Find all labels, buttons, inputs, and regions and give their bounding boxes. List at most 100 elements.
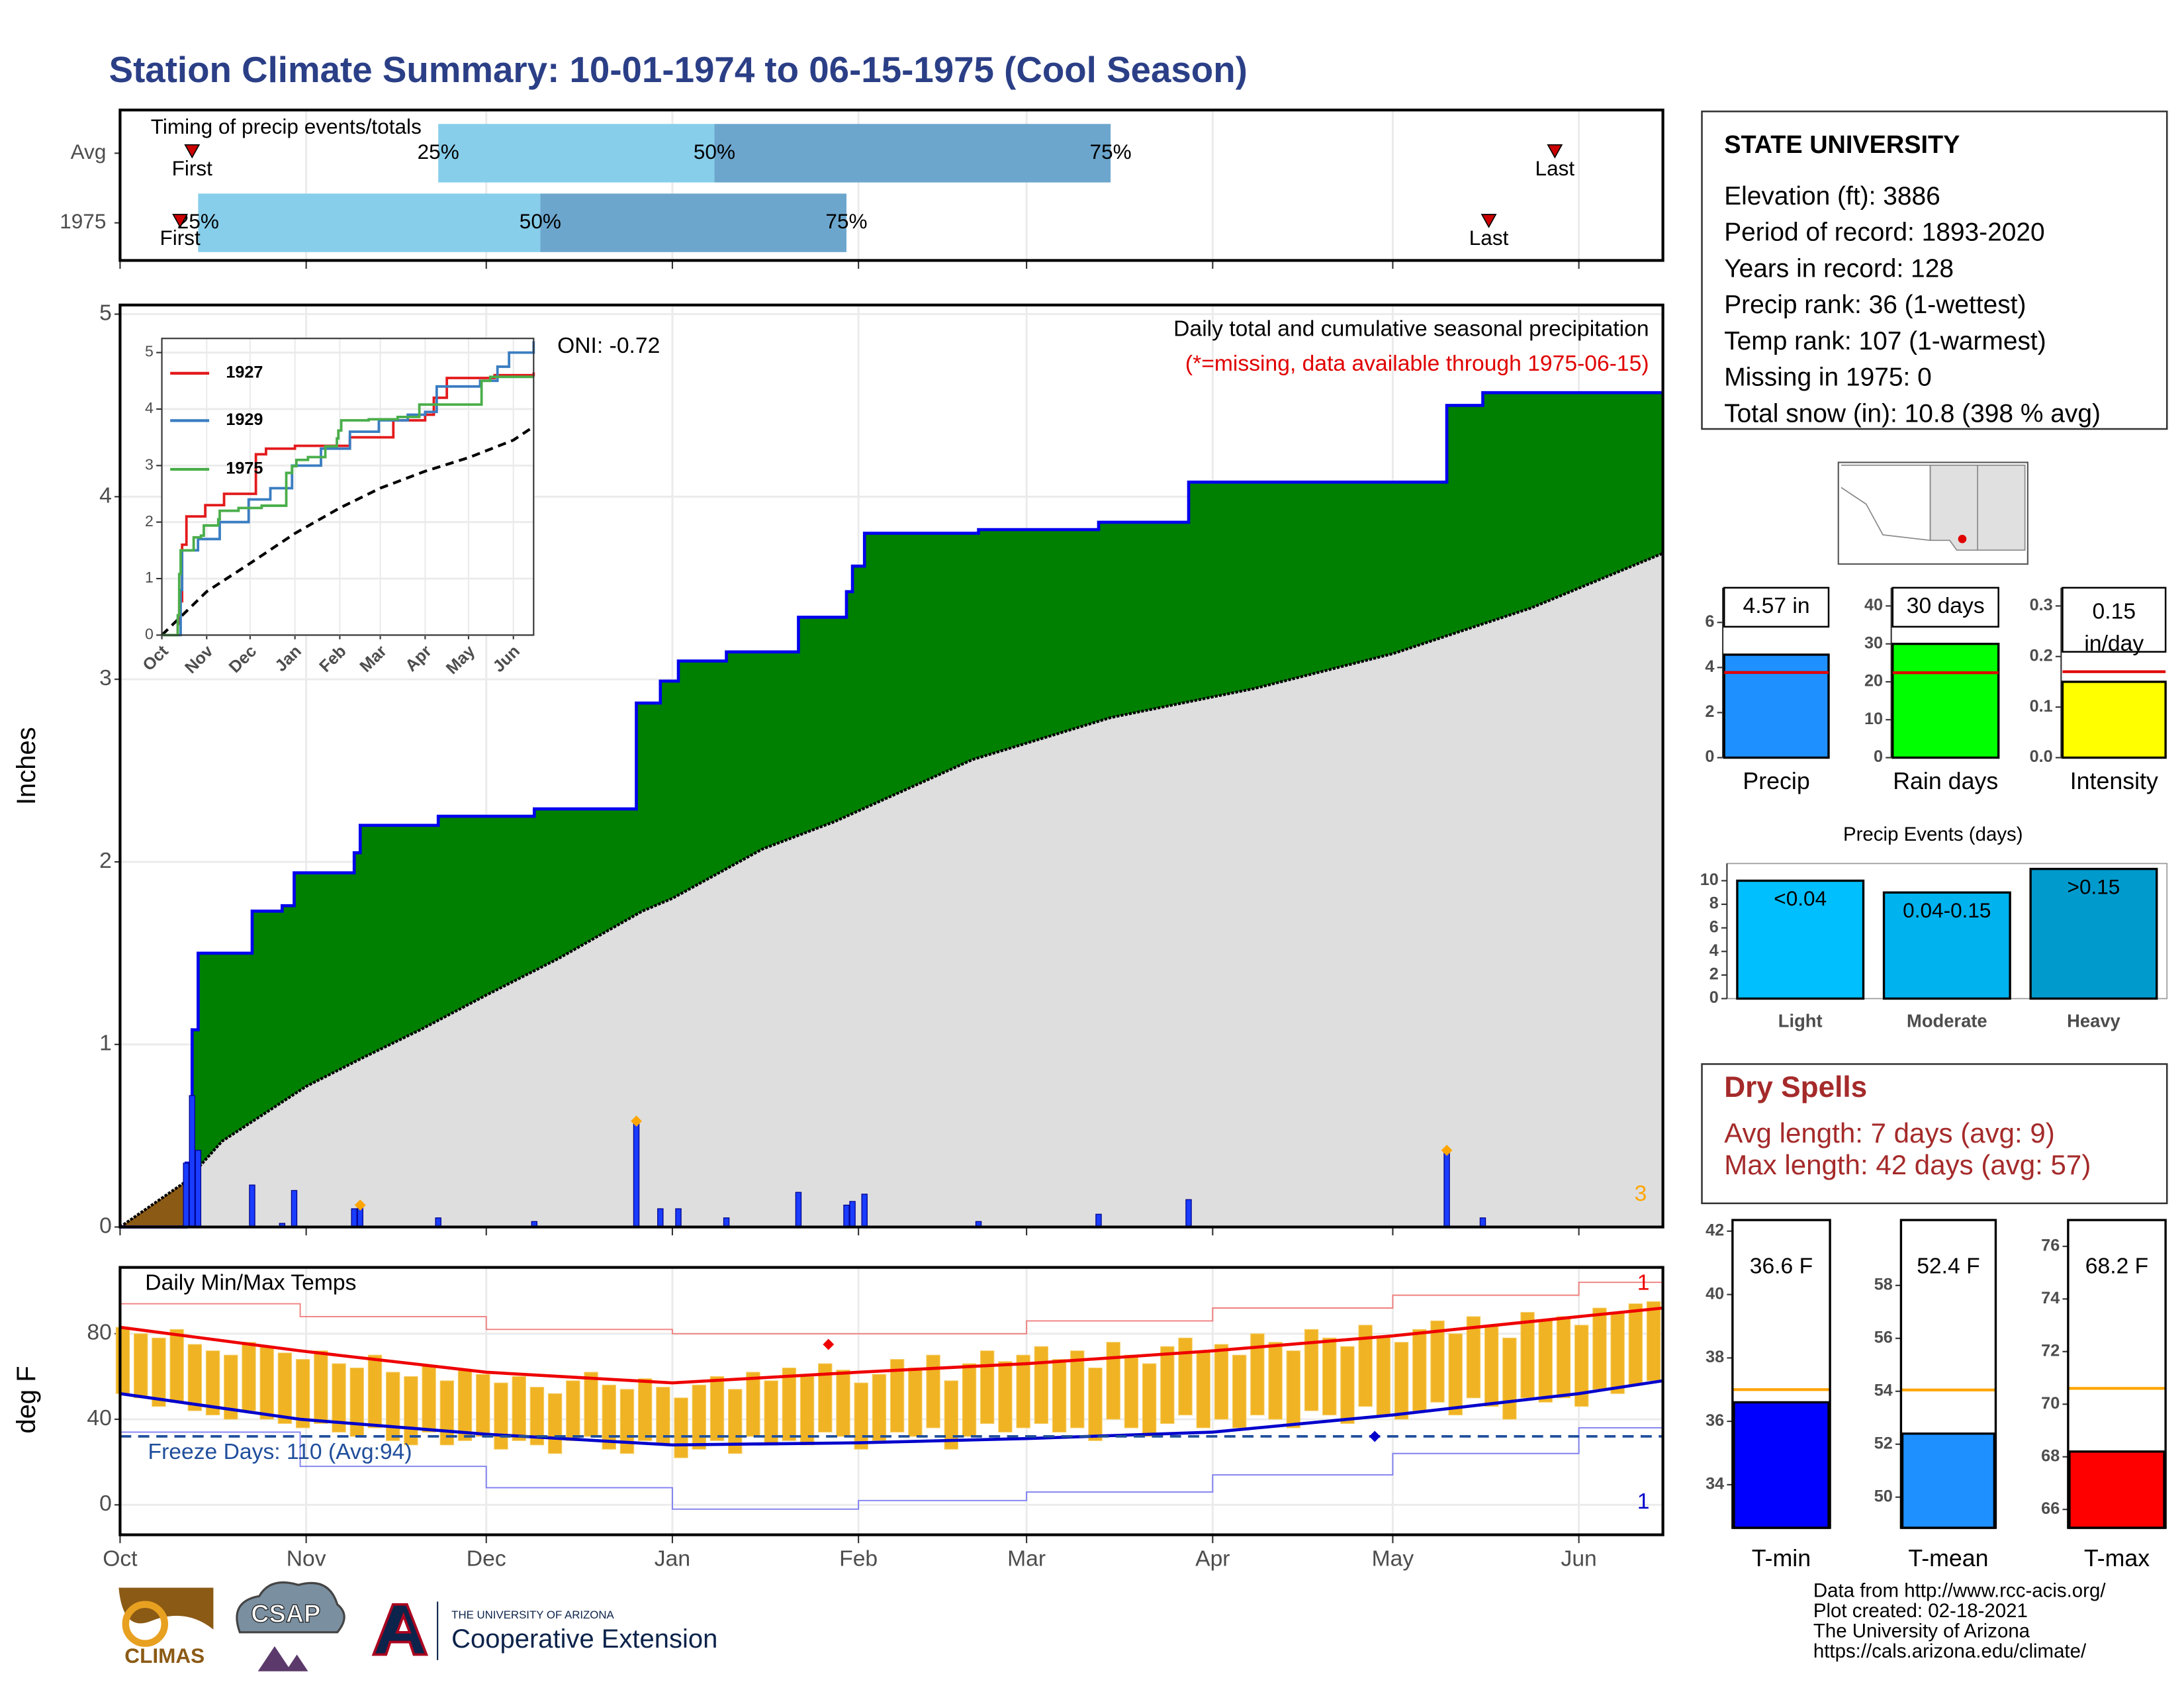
timing-label: First xyxy=(172,156,213,180)
temp-range-bar xyxy=(259,1346,274,1420)
y-tick-label: 38 xyxy=(1706,1348,1724,1366)
temp-range-bar xyxy=(1394,1342,1409,1420)
bar xyxy=(2029,867,2158,1000)
temp-range-bar xyxy=(133,1333,148,1399)
station-line: Years in record: 128 xyxy=(1724,254,1954,283)
temp-range-bar xyxy=(1484,1325,1499,1407)
timing-marker xyxy=(1547,144,1563,159)
daily-bar xyxy=(189,1095,195,1228)
y-tick-label: 0.0 xyxy=(2030,747,2053,766)
category-label: T-min xyxy=(1752,1545,1811,1571)
legend-label: 1927 xyxy=(226,363,263,382)
y-tick-label: 2 xyxy=(1709,965,1719,984)
x-tick-label: Dec xyxy=(467,1546,506,1571)
timing-label: 25% xyxy=(177,209,219,233)
temp-range-bar xyxy=(512,1376,526,1441)
bar-label: 0.04-0.15 xyxy=(1903,898,1991,922)
station-line: Period of record: 1893-2020 xyxy=(1724,218,2045,247)
timing-band xyxy=(198,193,541,252)
normal-line xyxy=(119,551,1664,1229)
value-label: 4.57 in xyxy=(1743,594,1810,618)
station-name: STATE UNIVERSITY xyxy=(1724,131,1960,159)
timing-marker xyxy=(1480,214,1497,228)
record-marker xyxy=(1441,1145,1453,1156)
y-tick-label: 40 xyxy=(1864,596,1883,614)
timing-label: 25% xyxy=(418,140,459,164)
y-tick-label: 70 xyxy=(2041,1394,2060,1413)
y-tick-label: 72 xyxy=(2041,1341,2060,1360)
plot-frame xyxy=(2067,1219,2167,1529)
temp-range-bar xyxy=(1268,1342,1283,1420)
temp-range-bar xyxy=(746,1372,760,1437)
temp-range-bar xyxy=(404,1376,418,1446)
station-lines: Elevation (ft): 3886 Period of record: 18… xyxy=(1724,182,2101,428)
temp-range-bar xyxy=(1304,1329,1319,1411)
y-axis-label: deg F xyxy=(12,1366,41,1433)
y-tick-label: 3 xyxy=(145,455,154,473)
credits: Data from http://www.rcc-acis.org/Plot c… xyxy=(1813,1580,2106,1663)
y-tick-label: 0 xyxy=(145,626,154,643)
timing-label: Last xyxy=(1535,156,1575,180)
y-tick-label: 40 xyxy=(87,1406,111,1430)
record-low-line xyxy=(120,1415,1664,1510)
temp-range-bar xyxy=(637,1378,653,1441)
normal-min-line xyxy=(120,1379,1663,1447)
dry-spell-line: Max length: 42 days (avg: 57) xyxy=(1724,1149,2091,1180)
category-label: Rain days xyxy=(1893,768,1998,794)
y-tick-label: 0.3 xyxy=(2030,596,2053,614)
bar xyxy=(2068,1450,2165,1529)
record-high-line xyxy=(120,1274,1664,1335)
plot-frame xyxy=(1731,1219,1831,1529)
station-line: Total snow (in): 10.8 (398 % avg) xyxy=(1724,399,2101,428)
temp-range-bar xyxy=(962,1363,977,1437)
category-label: T-mean xyxy=(1908,1545,1988,1571)
category-label: Light xyxy=(1778,1011,1823,1031)
record-marker xyxy=(1369,1430,1381,1442)
daily-bar xyxy=(291,1190,298,1228)
temp-range-bar xyxy=(998,1361,1013,1432)
y-tick-label: 5 xyxy=(99,301,112,325)
y-axis-label: Inches xyxy=(12,727,41,805)
cumulative-line xyxy=(120,391,1663,1229)
daily-bar xyxy=(657,1208,664,1228)
daily-bar xyxy=(1095,1213,1102,1228)
temp-range-bar xyxy=(476,1374,490,1437)
daily-bar xyxy=(195,1150,202,1228)
locator-map xyxy=(1837,461,2028,565)
record-marker xyxy=(354,1199,366,1211)
series-line xyxy=(161,375,534,637)
timing-label: Last xyxy=(1469,226,1509,250)
temp-range-bar xyxy=(385,1372,400,1441)
corner-note: 3 xyxy=(1635,1182,1647,1206)
timing-marker xyxy=(184,144,201,159)
x-tick-label: Jan xyxy=(655,1546,690,1571)
dry-spell-box xyxy=(1701,1063,2168,1205)
temp-range-bar xyxy=(1502,1337,1517,1420)
temp-range-bar xyxy=(1430,1320,1445,1403)
dry-spell-line: Avg length: 7 days (avg: 9) xyxy=(1724,1117,2055,1149)
temp-range-bar xyxy=(1070,1350,1085,1429)
annotation: ONI: -0.72 xyxy=(557,334,660,358)
y-tick-label: 66 xyxy=(2041,1499,2060,1518)
y-tick-label: 58 xyxy=(1874,1275,1893,1293)
value-label-box xyxy=(1723,586,1830,628)
dry-spell-lines: Avg length: 7 days (avg: 9)Max length: 4… xyxy=(1724,1117,2091,1180)
y-tick-label: 76 xyxy=(2041,1236,2060,1254)
x-tick-label: Jun xyxy=(1561,1546,1597,1571)
temp-range-bar xyxy=(836,1370,850,1437)
temp-range-bar xyxy=(349,1367,365,1437)
y-tick-label: 54 xyxy=(1874,1381,1893,1399)
temp-range-bar xyxy=(1322,1337,1337,1416)
category-label: Heavy xyxy=(2067,1011,2120,1031)
temp-range-bar xyxy=(566,1380,580,1441)
climas-logo xyxy=(118,1587,214,1630)
timing-marker xyxy=(172,214,189,228)
timing-band xyxy=(438,124,715,183)
temp-range-bar xyxy=(1574,1325,1589,1407)
temp-range-bar xyxy=(926,1354,940,1429)
plot-frame xyxy=(118,1266,1664,1536)
y-tick-label: 50 xyxy=(1874,1487,1893,1505)
normal-area xyxy=(120,553,1663,1227)
